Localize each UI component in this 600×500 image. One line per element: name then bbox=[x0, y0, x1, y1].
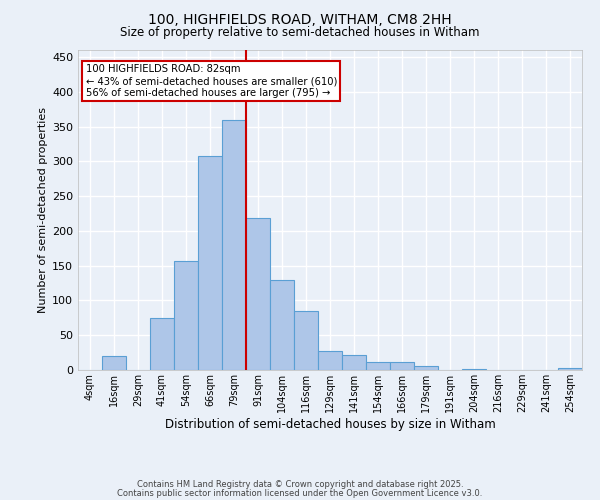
Bar bbox=[174, 261, 198, 370]
Bar bbox=[246, 218, 270, 370]
Bar bbox=[366, 362, 390, 370]
X-axis label: Distribution of semi-detached houses by size in Witham: Distribution of semi-detached houses by … bbox=[164, 418, 496, 430]
Text: Contains HM Land Registry data © Crown copyright and database right 2025.: Contains HM Land Registry data © Crown c… bbox=[137, 480, 463, 489]
Bar bbox=[462, 368, 486, 370]
Text: Contains public sector information licensed under the Open Government Licence v3: Contains public sector information licen… bbox=[118, 488, 482, 498]
Text: 100 HIGHFIELDS ROAD: 82sqm
← 43% of semi-detached houses are smaller (610)
56% o: 100 HIGHFIELDS ROAD: 82sqm ← 43% of semi… bbox=[86, 64, 337, 98]
Bar bbox=[270, 280, 294, 370]
Bar bbox=[318, 350, 342, 370]
Bar bbox=[390, 362, 414, 370]
Bar bbox=[414, 366, 438, 370]
Bar bbox=[102, 356, 126, 370]
Text: Size of property relative to semi-detached houses in Witham: Size of property relative to semi-detach… bbox=[120, 26, 480, 39]
Bar bbox=[198, 156, 222, 370]
Bar bbox=[294, 311, 318, 370]
Bar bbox=[150, 318, 174, 370]
Bar bbox=[558, 368, 582, 370]
Text: 100, HIGHFIELDS ROAD, WITHAM, CM8 2HH: 100, HIGHFIELDS ROAD, WITHAM, CM8 2HH bbox=[148, 12, 452, 26]
Y-axis label: Number of semi-detached properties: Number of semi-detached properties bbox=[38, 107, 48, 313]
Bar bbox=[222, 120, 246, 370]
Bar bbox=[342, 354, 366, 370]
